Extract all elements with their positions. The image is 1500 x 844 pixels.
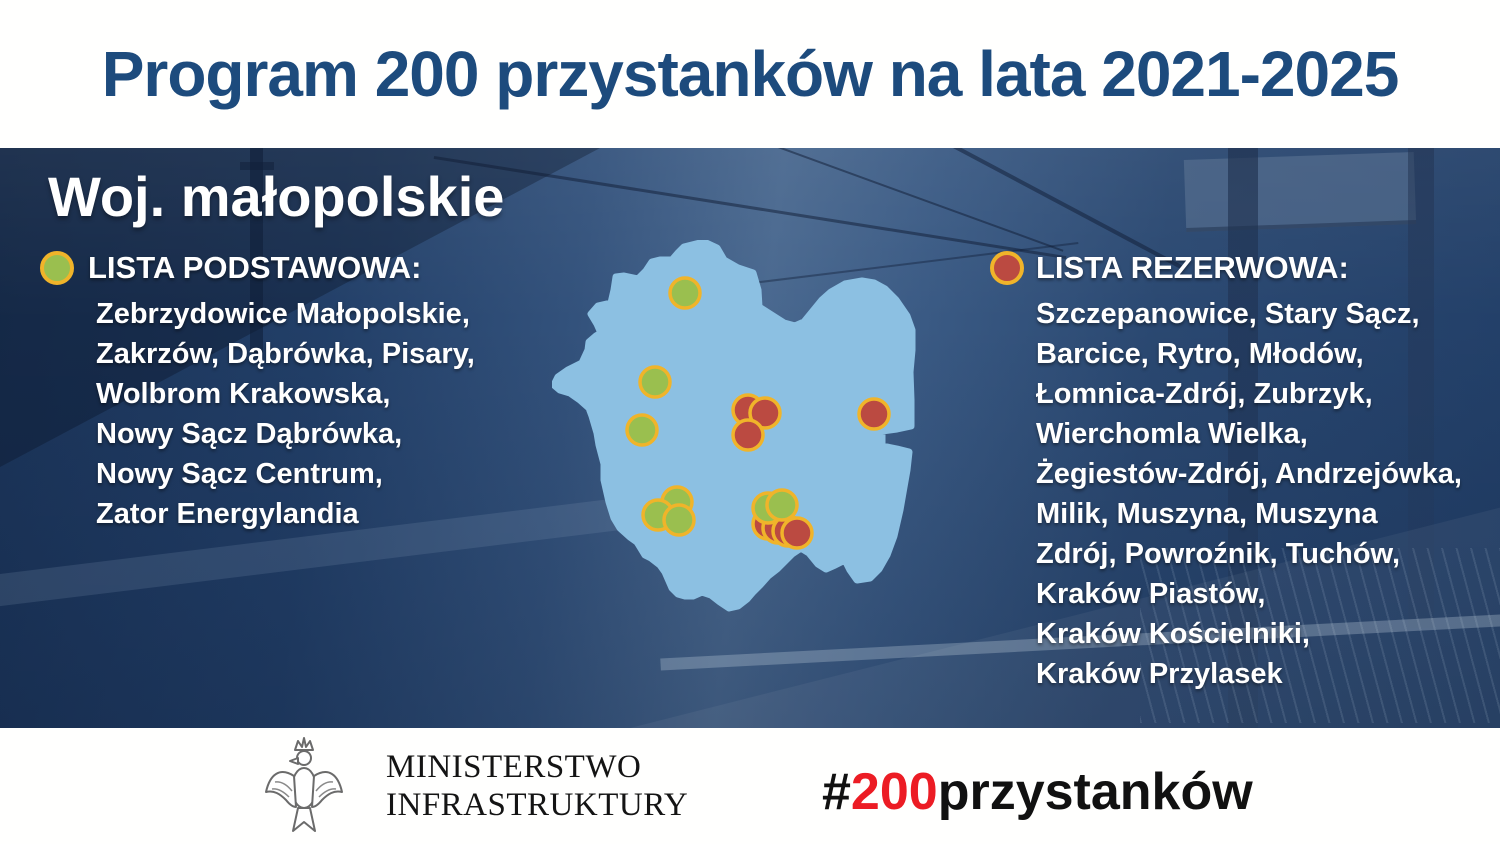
page-title: Program 200 przystanków na lata 2021-202… — [101, 38, 1400, 110]
station-list-line: Kraków Kościelniki, — [1036, 618, 1310, 650]
primary-stop-marker — [625, 413, 659, 447]
station-sign-post — [1408, 148, 1434, 628]
station-sign-board — [1183, 152, 1417, 232]
station-list-line: Wierchomla Wielka, — [1036, 418, 1308, 450]
reserve-list-label: LISTA REZERWOWA: — [1036, 250, 1349, 285]
primary-stop-marker — [662, 503, 696, 537]
station-list-line: Barcice, Rytro, Młodów, — [1036, 338, 1364, 370]
primary-list-label: LISTA PODSTAWOWA: — [88, 250, 422, 285]
station-list-line: Nowy Sącz Centrum, — [96, 458, 383, 490]
hashtag-number: 200 — [850, 763, 938, 821]
station-list-line: Szczepanowice, Stary Sącz, — [1036, 298, 1420, 330]
region-heading: Woj. małopolskie — [48, 165, 505, 228]
reserve-stop-marker — [780, 516, 814, 550]
footer-bar: MINISTERSTWO INFRASTRUKTURY #200przystan… — [0, 728, 1500, 844]
station-list-line: Zakrzów, Dąbrówka, Pisary, — [96, 338, 475, 370]
primary-stop-marker — [668, 276, 702, 310]
reserve-stop-marker — [857, 397, 891, 431]
primary-station-list: Zebrzydowice Małopolskie, Zakrzów, Dąbrów… — [96, 294, 475, 534]
platform-fence — [1140, 548, 1500, 723]
hashtag-text: przystanków — [937, 763, 1253, 821]
station-list-line: Zebrzydowice Małopolskie, — [96, 298, 470, 330]
station-list-line: Kraków Piastów, — [1036, 578, 1266, 610]
station-list-line: Zator Energylandia — [96, 498, 359, 530]
malopolskie-map — [550, 238, 916, 612]
station-sign-post — [1228, 148, 1258, 728]
title-bar: Program 200 przystanków na lata 2021-202… — [0, 0, 1500, 148]
reserve-stop-marker — [748, 396, 782, 430]
ministry-logo-text: MINISTERSTWO INFRASTRUKTURY — [386, 748, 688, 824]
reserve-stop-marker — [731, 418, 765, 452]
ministry-line2: INFRASTRUKTURY — [386, 787, 689, 823]
primary-stop-marker — [638, 365, 672, 399]
content-band: Woj. małopolskie LISTA PODSTAWOWA: Zebrz… — [0, 148, 1500, 728]
reserve-list-bullet-icon — [990, 251, 1024, 285]
station-list-line: Kraków Przylasek — [1036, 658, 1283, 690]
station-list-line: Wolbrom Krakowska, — [96, 378, 391, 410]
station-list-line: Milik, Muszyna, Muszyna — [1036, 498, 1378, 530]
station-list-line: Łomnica-Zdrój, Zubrzyk, — [1036, 378, 1373, 410]
hashtag-hash: # — [822, 763, 851, 821]
campaign-hashtag: #200przystanków — [822, 762, 1253, 822]
reserve-station-list: Szczepanowice, Stary Sącz, Barcice, Rytro… — [1036, 294, 1462, 694]
catenary-mast — [250, 148, 263, 353]
polish-eagle-emblem-icon — [265, 737, 343, 832]
catenary-mast-arm — [240, 162, 274, 170]
station-list-line: Żegiestów-Zdrój, Andrzejówka, — [1036, 458, 1462, 490]
station-list-line: Nowy Sącz Dąbrówka, — [96, 418, 403, 450]
primary-stop-marker — [765, 488, 799, 522]
ministry-line1: MINISTERSTWO — [386, 749, 642, 785]
station-list-line: Zdrój, Powroźnik, Tuchów, — [1036, 538, 1401, 570]
malopolskie-map-svg — [550, 238, 916, 612]
malopolskie-map-shape — [550, 238, 916, 612]
primary-list-bullet-icon — [40, 251, 74, 285]
